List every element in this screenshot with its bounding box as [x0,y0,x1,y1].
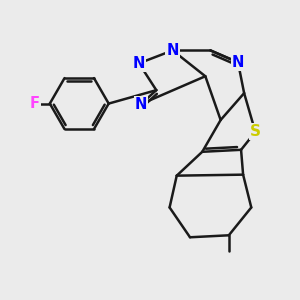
Text: S: S [250,124,261,140]
Text: N: N [133,56,145,71]
Text: F: F [30,96,40,111]
Text: N: N [135,97,147,112]
Text: N: N [232,55,244,70]
Text: N: N [167,43,179,58]
